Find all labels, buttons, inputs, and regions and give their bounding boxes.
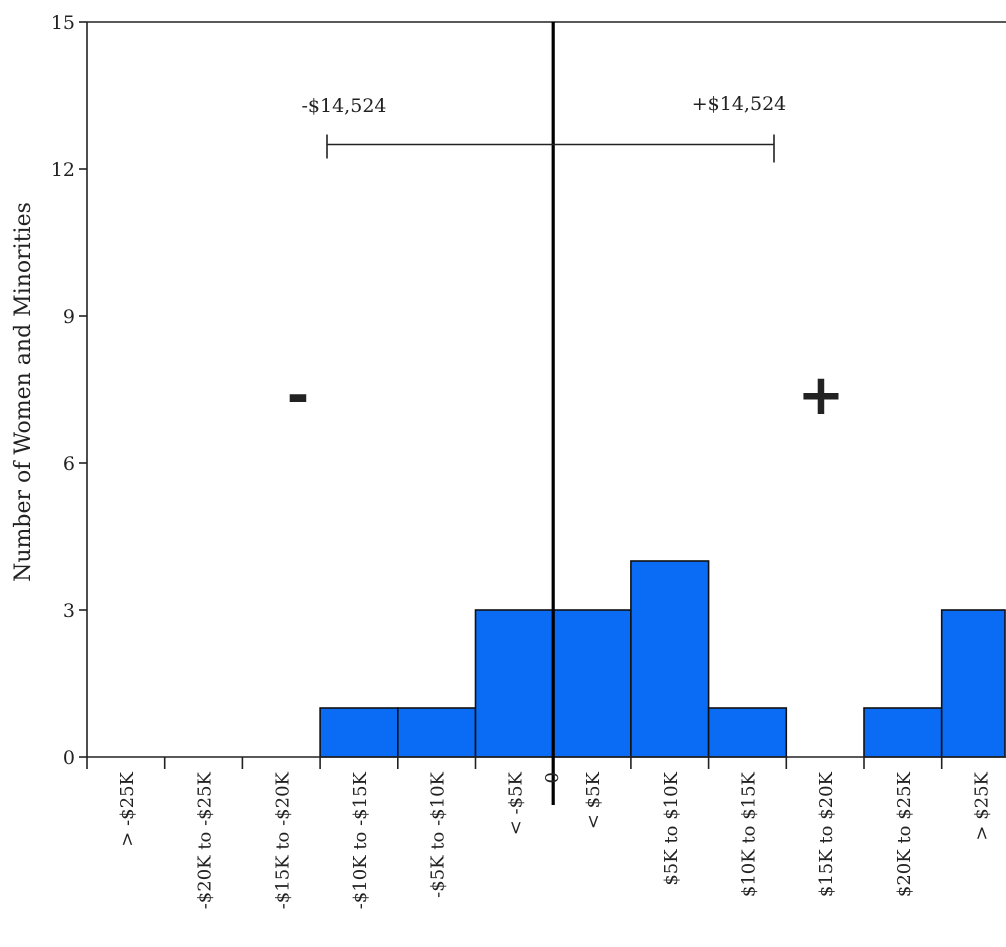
- y-tick-label: 9: [63, 306, 75, 328]
- plus-sign: +: [798, 363, 845, 428]
- y-tick-label: 12: [51, 159, 75, 181]
- x-category-label: < -$5K: [505, 771, 526, 835]
- axes-layer: 0 3 6 9 12 15 > -$25K -$20K to -$25K -$15K to -$…: [51, 12, 1006, 909]
- bar: [630, 560, 710, 758]
- y-tick-label: 0: [63, 747, 75, 769]
- x-category-label: > $25K: [972, 771, 993, 840]
- bar: [707, 707, 788, 758]
- y-tick-label: 6: [63, 453, 75, 475]
- x-category-label: $15K to $20K: [816, 771, 837, 897]
- bar: [474, 609, 554, 758]
- x-category-label: $10K to $15K: [738, 771, 759, 897]
- minus-value-label: -$14,524: [302, 95, 387, 117]
- bar: [319, 707, 399, 758]
- x-category-label: -$15K to -$20K: [272, 771, 293, 909]
- x-category-label: > -$25K: [117, 771, 138, 846]
- bars-layer: [319, 560, 1006, 758]
- y-tick-label: 3: [63, 600, 75, 622]
- x-category-label: -$5K to -$10K: [428, 771, 449, 897]
- x-category-label: $5K to $10K: [661, 771, 682, 885]
- minus-sign: -: [287, 364, 309, 427]
- x-category-label: -$20K to -$25K: [195, 771, 216, 909]
- x-category-label: $20K to $25K: [894, 771, 915, 897]
- y-tick-label: 15: [51, 12, 75, 34]
- y-axis-label: Number of Women and Minorities: [11, 202, 36, 582]
- zero-label: 0: [542, 772, 563, 783]
- bar: [396, 707, 477, 758]
- bar: [863, 707, 943, 758]
- x-category-label: -$10K to -$15K: [350, 771, 371, 909]
- annotation-layer: [326, 134, 775, 163]
- bar: [552, 609, 632, 758]
- bar: [940, 609, 1006, 758]
- x-category-label: < $5K: [583, 771, 604, 829]
- plus-value-label: +$14,524: [692, 93, 787, 115]
